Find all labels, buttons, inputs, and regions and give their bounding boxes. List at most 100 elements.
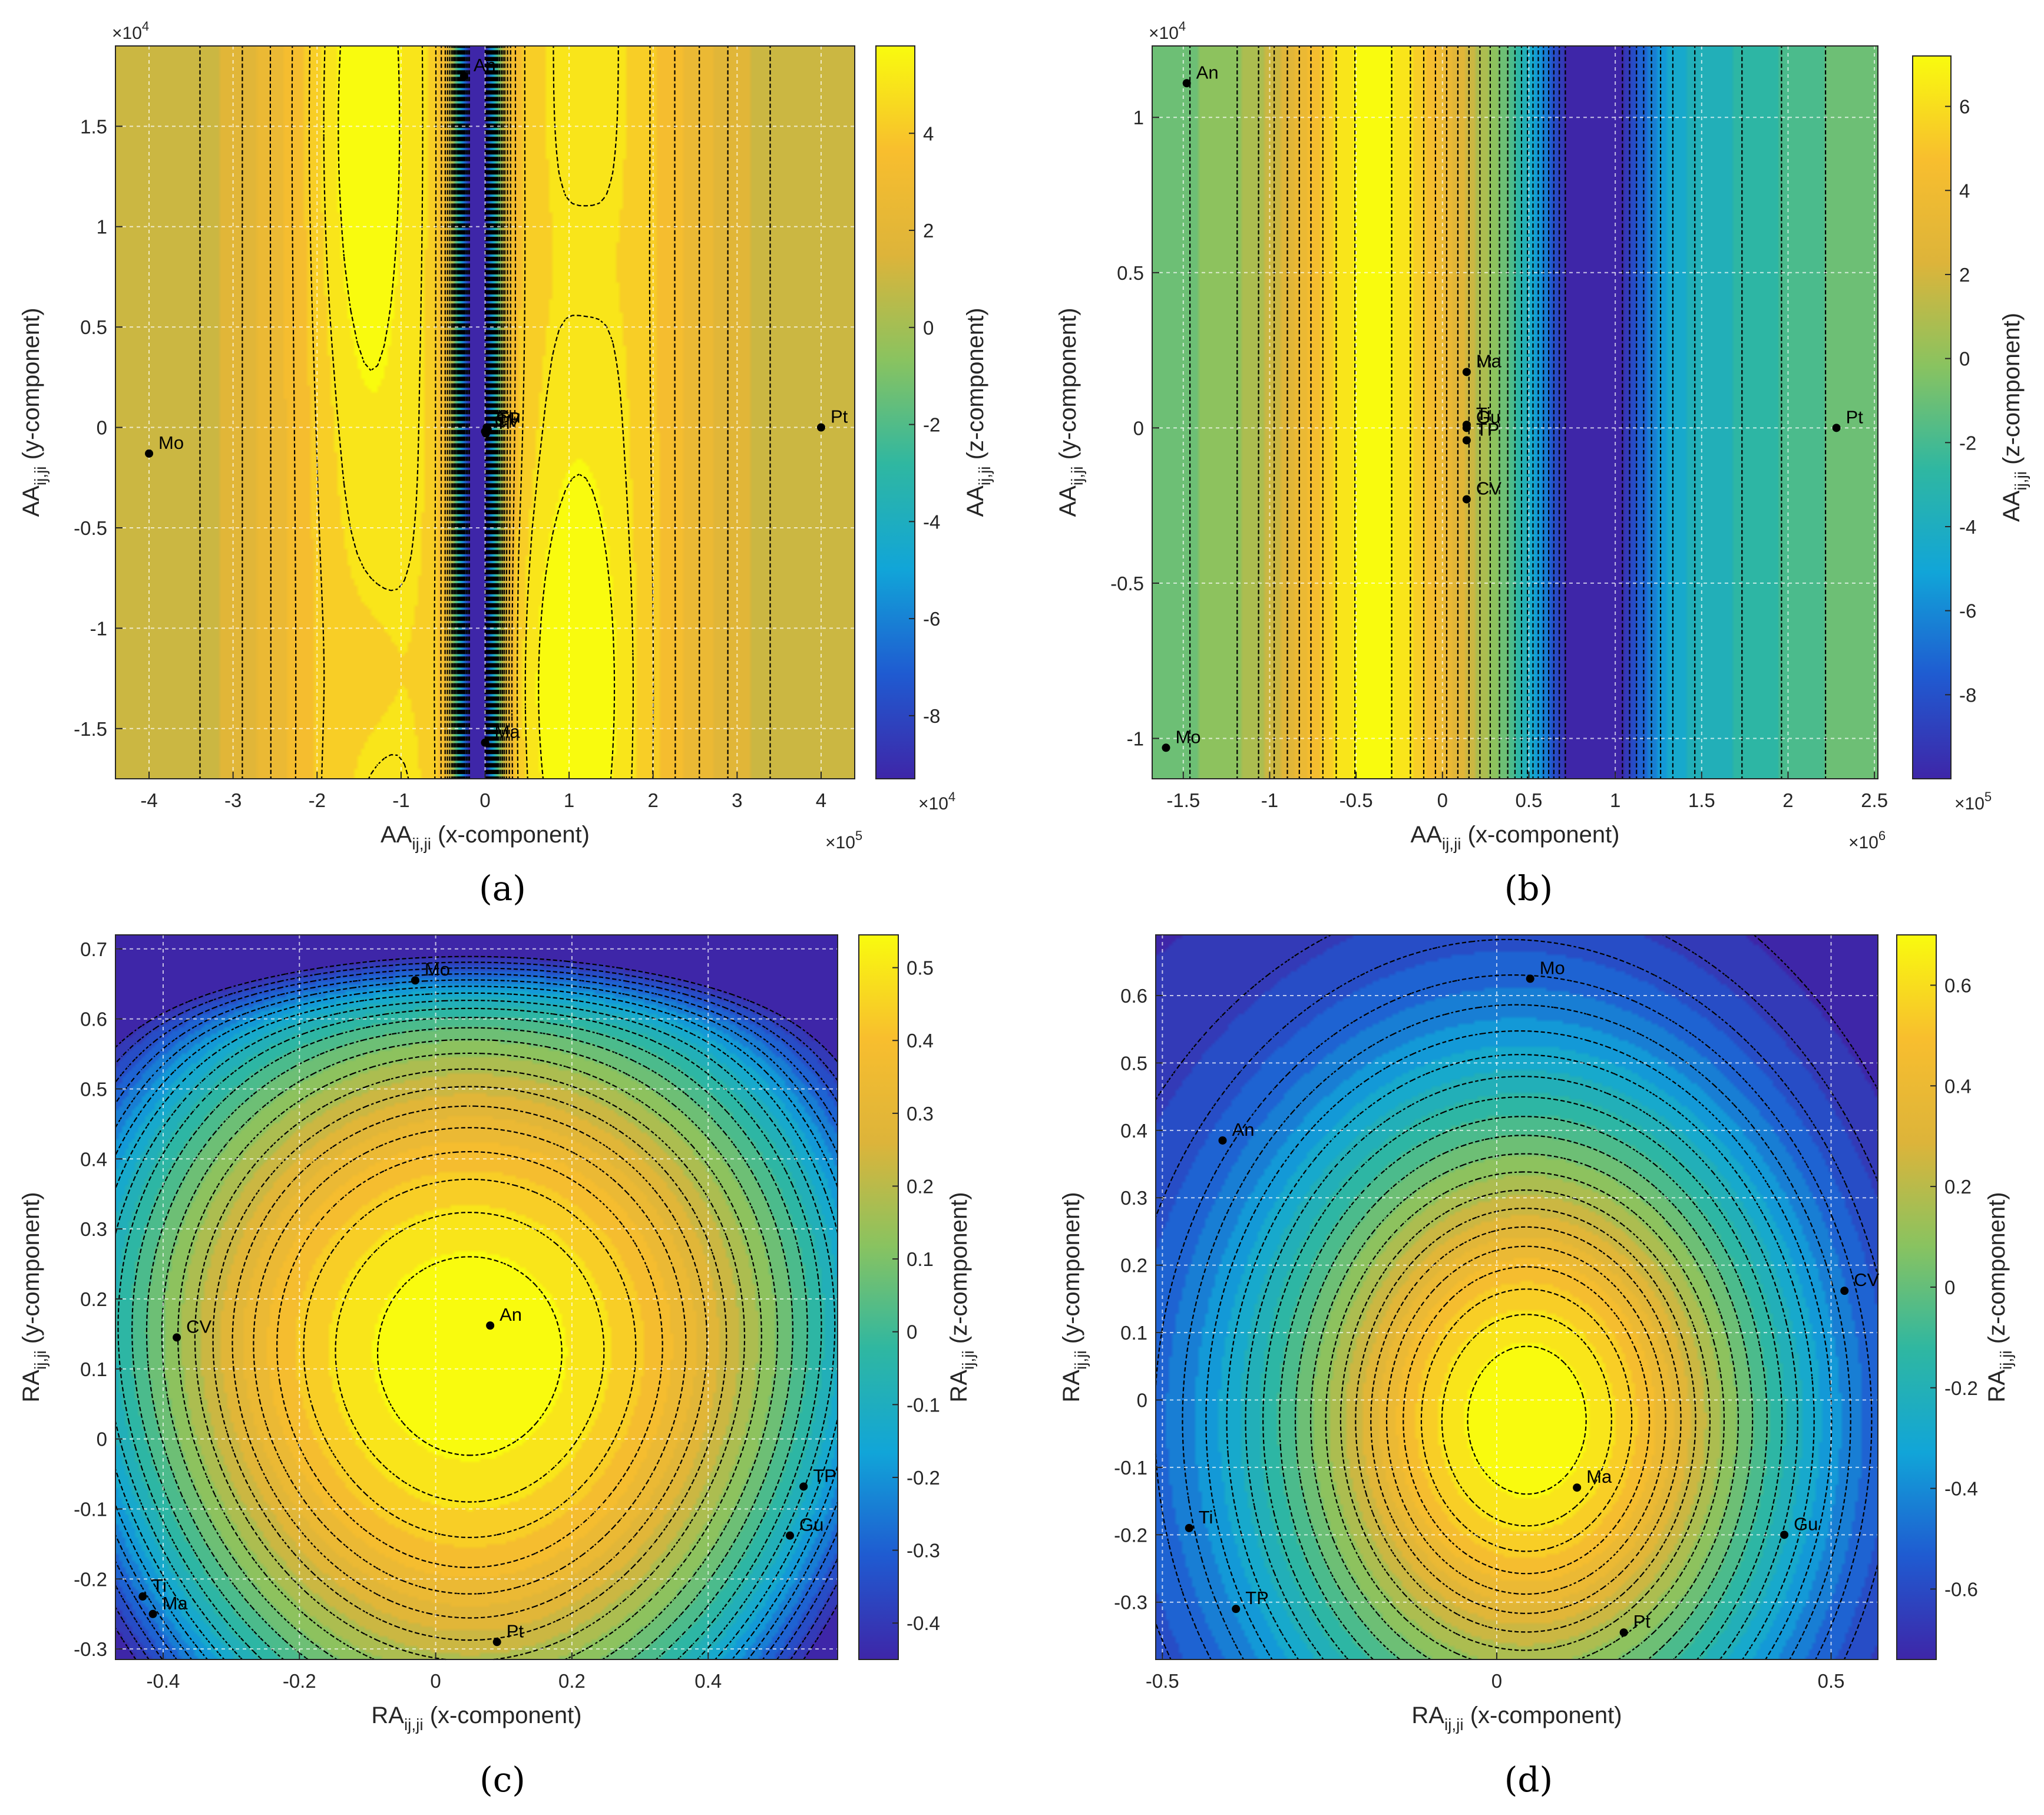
y-tick-label: 0.3 xyxy=(1120,1187,1147,1209)
x-tick-label: -0.2 xyxy=(283,1670,316,1692)
point-label: Pt xyxy=(831,406,848,427)
point-label: Pt xyxy=(1846,406,1864,427)
point-label: CV xyxy=(495,410,520,431)
x-tick-label: 0 xyxy=(1491,1670,1502,1692)
colorbar-tick-label: 0 xyxy=(923,317,934,339)
x-tick-label: 3 xyxy=(732,789,742,811)
colorbar-multiplier: ×105 xyxy=(1954,789,1992,814)
point-label: CV xyxy=(1476,478,1501,499)
colorbar-tick-label: 0.3 xyxy=(907,1103,934,1125)
y-tick-label: 0.6 xyxy=(1120,985,1147,1007)
y-tick-label: 0.5 xyxy=(1120,1052,1147,1074)
x-tick-label: -4 xyxy=(140,789,157,811)
colorbar-tick-label: -0.1 xyxy=(907,1394,940,1416)
point-label: Gu xyxy=(496,406,520,427)
point-label: Mo xyxy=(425,959,450,980)
colorbar-label: RAij,ji (z-component) xyxy=(946,1192,977,1402)
point-mo xyxy=(145,449,154,458)
caption-b: (b) xyxy=(1504,868,1553,908)
colorbar-tick-label: 0.2 xyxy=(907,1175,934,1197)
colorbar-tick-label: 2 xyxy=(1959,264,1970,286)
y-tick-label: 0 xyxy=(1137,1389,1147,1411)
x-tick-label: 0.5 xyxy=(1516,789,1543,811)
point-label: Ma xyxy=(1476,351,1502,371)
y-tick-label: -0.1 xyxy=(1114,1457,1147,1479)
y-multiplier: ×104 xyxy=(112,19,149,43)
point-label: An xyxy=(500,1304,522,1325)
point-an xyxy=(459,72,468,81)
colorbar-tick-label: -0.3 xyxy=(907,1540,940,1562)
y-axis-label: AAij,ji (y-component) xyxy=(1055,308,1086,517)
colorbar-tick-label: -0.4 xyxy=(1944,1478,1978,1500)
point-label: Pt xyxy=(1633,1611,1651,1632)
y-tick-label: 0.2 xyxy=(1120,1255,1147,1277)
caption-c: (c) xyxy=(479,1760,525,1800)
colorbar-tick-label: -6 xyxy=(1959,600,1976,622)
x-tick-label: 1 xyxy=(564,789,574,811)
x-tick-label: 2 xyxy=(648,789,659,811)
colorbar-tick-label: -0.2 xyxy=(1944,1377,1978,1399)
colorbar-tick-label: 0 xyxy=(1959,348,1970,370)
colorbar-c xyxy=(858,934,899,1660)
x-tick-label: 2.5 xyxy=(1861,789,1888,811)
point-label: Ti xyxy=(1476,404,1491,424)
point-label: Gu xyxy=(1794,1513,1818,1534)
point-ma xyxy=(148,1609,157,1618)
colorbar-a xyxy=(875,45,915,779)
point-label: Ti xyxy=(1199,1507,1213,1528)
point-label: An xyxy=(474,55,496,75)
y-axis-label: AAij,ji (y-component) xyxy=(18,308,49,517)
y-tick-label: 1.5 xyxy=(80,115,107,137)
point-ma xyxy=(1573,1483,1582,1492)
colorbar-label: AAij,ji (z-component) xyxy=(963,308,994,517)
point-pt xyxy=(816,423,825,432)
point-label: Ti xyxy=(495,412,510,433)
colorbar-tick-label: -0.6 xyxy=(1944,1578,1978,1600)
x-axis-label: RAij,ji (x-component) xyxy=(1411,1702,1622,1734)
colorbar-tick-label: 0 xyxy=(1944,1277,1955,1298)
y-tick-label: 0.1 xyxy=(1120,1322,1147,1344)
x-tick-label: 0 xyxy=(479,789,490,811)
x-tick-label: 0.5 xyxy=(1818,1670,1845,1692)
axes-frame-d xyxy=(1155,934,1878,1660)
y-tick-label: 0.5 xyxy=(1117,262,1144,284)
point-tp xyxy=(799,1482,808,1491)
colorbar-tick-label: 0.4 xyxy=(907,1030,934,1052)
x-tick-label: 0 xyxy=(430,1670,441,1692)
panel-a: -4 -3 -2 -1 0 1 2 3 4 -1.5 -1 -0.5 0 0.5 1 1.5 ×104 ×105 A… xyxy=(18,19,994,908)
point-cv xyxy=(1462,495,1471,504)
caption-a: (a) xyxy=(479,868,526,908)
colorbar-b xyxy=(1912,55,1952,779)
point-label: TP xyxy=(813,1465,836,1486)
y-tick-label: 0.2 xyxy=(80,1288,107,1310)
heatmap-d xyxy=(1156,935,1878,1659)
point-label: Mo xyxy=(1175,726,1200,747)
x-tick-label: -0.5 xyxy=(1146,1670,1179,1692)
x-multiplier: ×106 xyxy=(1848,828,1886,852)
colorbar-tick-label: 0.5 xyxy=(907,957,934,979)
y-tick-label: 0.4 xyxy=(80,1148,107,1170)
x-axis-label: AAij,ji (x-component) xyxy=(381,822,590,853)
point-label: Pt xyxy=(507,1621,524,1641)
y-tick-label: -0.5 xyxy=(74,517,107,539)
axes-frame-c xyxy=(115,934,838,1660)
point-ti xyxy=(481,429,490,438)
y-tick-label: 1 xyxy=(97,216,107,238)
x-tick-label: 2 xyxy=(1782,789,1793,811)
x-tick-label: -1.5 xyxy=(1166,789,1200,811)
y-tick-label: -0.5 xyxy=(1110,573,1144,594)
contour-lines-d xyxy=(1155,934,1879,1661)
y-tick-label: -0.3 xyxy=(1114,1592,1147,1614)
y-tick-label: -0.3 xyxy=(74,1638,107,1660)
point-ma xyxy=(1462,368,1471,376)
heatmap-c xyxy=(115,935,838,1659)
point-label: Ma xyxy=(495,722,521,742)
x-tick-label: 4 xyxy=(816,789,826,811)
colorbar-tick-label: -4 xyxy=(1959,516,1976,538)
colorbar-tick-label: 0.1 xyxy=(907,1248,934,1270)
point-mo xyxy=(1526,974,1534,983)
y-tick-label: -1 xyxy=(1127,728,1144,749)
x-tick-label: -1 xyxy=(392,789,409,811)
colorbar-tick-label: 4 xyxy=(1959,180,1970,201)
colorbar-tick-label: -0.4 xyxy=(907,1612,940,1634)
